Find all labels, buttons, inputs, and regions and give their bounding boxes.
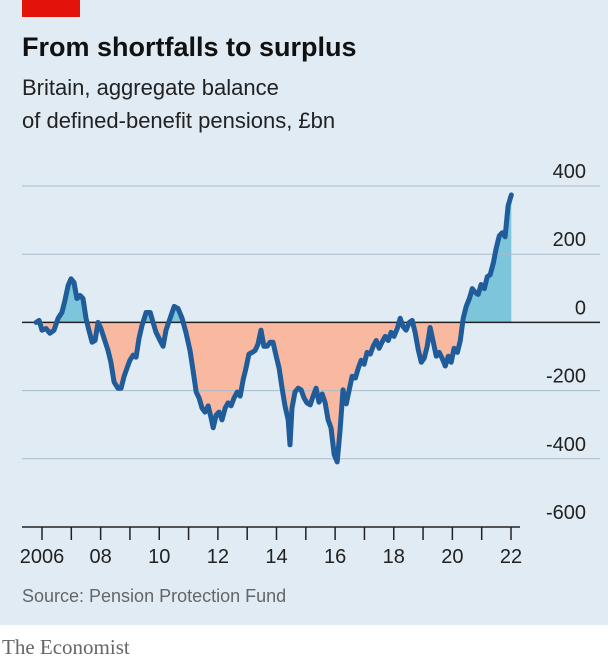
x-tick-label: 16	[324, 546, 346, 568]
red-tag	[22, 0, 80, 17]
x-tick-label: 12	[207, 546, 229, 568]
y-tick-label: -600	[546, 502, 586, 524]
x-tick-label: 10	[148, 546, 170, 568]
subtitle: of defined-benefit pensions, £bn	[22, 108, 335, 133]
y-tick-label: 0	[575, 297, 586, 319]
line	[33, 192, 514, 465]
x-tick-label: 14	[265, 546, 287, 568]
x-tick-label: 20	[441, 546, 463, 568]
y-tick-label: 400	[553, 161, 586, 183]
y-tick-label: -200	[546, 366, 586, 388]
subtitle: Britain, aggregate balance	[22, 75, 279, 100]
chart-title: From shortfalls to surplus	[22, 32, 357, 62]
y-tick-label: 200	[553, 229, 586, 251]
x-tick-label: 2006	[20, 546, 65, 568]
source: Source: Pension Protection Fund	[22, 586, 286, 606]
brand: The Economist	[2, 635, 130, 659]
x-tick-label: 18	[383, 546, 405, 568]
y-tick-label: -400	[546, 434, 586, 456]
x-tick-label: 22	[500, 546, 522, 568]
x-tick-label: 08	[90, 546, 112, 568]
